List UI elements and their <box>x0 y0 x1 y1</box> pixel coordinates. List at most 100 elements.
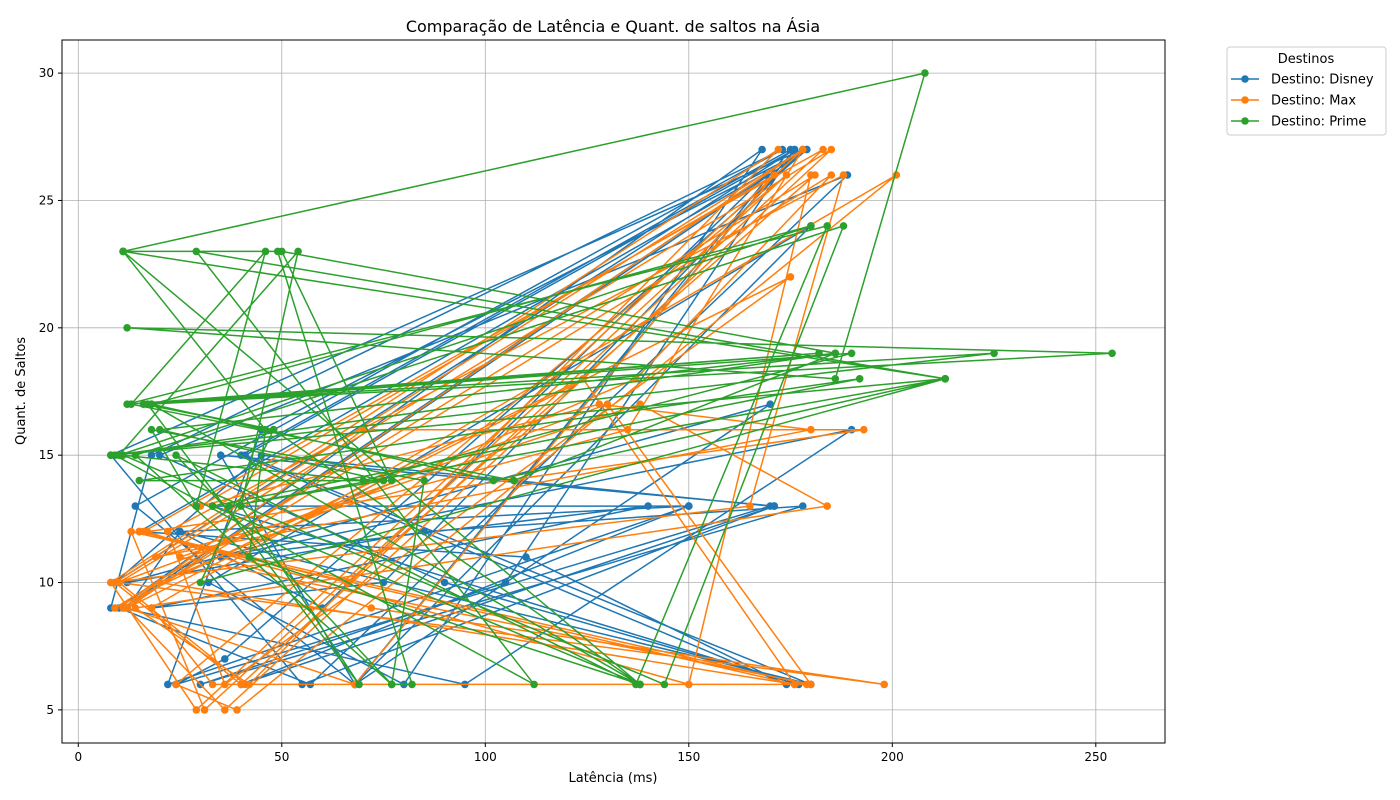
data-point <box>176 527 184 536</box>
data-point <box>644 502 652 510</box>
data-point <box>294 247 302 256</box>
data-point <box>119 247 127 256</box>
plot-frame <box>61 39 1166 744</box>
data-point <box>155 451 164 460</box>
y-tick-label: 10 <box>39 576 54 590</box>
data-point <box>823 222 831 230</box>
data-point <box>819 145 827 154</box>
data-point <box>172 451 180 460</box>
series-2 <box>107 69 1116 689</box>
data-point <box>660 680 669 689</box>
data-point <box>115 451 123 460</box>
data-point <box>208 502 217 510</box>
data-point <box>359 476 368 485</box>
data-point <box>147 451 156 460</box>
legend-entry: Destino: Prime <box>1271 115 1366 130</box>
data-point <box>766 400 774 409</box>
data-point <box>139 527 148 536</box>
data-point <box>147 425 156 434</box>
data-point <box>510 476 518 485</box>
data-point <box>387 476 396 485</box>
data-point <box>827 145 836 154</box>
data-point <box>111 604 119 612</box>
data-point <box>603 400 612 409</box>
data-point <box>176 553 184 561</box>
x-tick-label: 0 <box>74 750 82 764</box>
data-point <box>127 527 135 536</box>
y-tick-label: 20 <box>39 321 54 335</box>
legend-marker <box>1241 75 1249 83</box>
data-point <box>111 578 119 587</box>
data-point <box>990 349 998 358</box>
y-tick-label: 30 <box>39 66 54 80</box>
data-point <box>807 222 815 230</box>
data-point <box>522 553 530 561</box>
data-point <box>123 604 131 612</box>
x-tick-label: 50 <box>274 750 289 764</box>
data-point <box>1108 349 1116 358</box>
data-point <box>774 145 783 154</box>
plot-lines <box>107 69 1116 714</box>
data-point <box>225 502 233 510</box>
data-point <box>440 578 449 587</box>
data-point <box>278 247 286 256</box>
data-point <box>155 578 164 587</box>
data-point <box>131 502 140 510</box>
data-point <box>155 425 164 434</box>
data-point <box>815 349 823 358</box>
legend-entry: Destino: Disney <box>1271 73 1374 88</box>
data-point <box>941 375 949 383</box>
y-tick-label: 5 <box>46 703 54 717</box>
data-point <box>192 502 201 510</box>
data-point <box>237 502 245 510</box>
data-point <box>355 680 363 689</box>
data-point <box>200 706 209 714</box>
data-point <box>685 680 693 689</box>
data-point <box>758 145 766 154</box>
data-point <box>807 171 815 179</box>
data-point <box>770 502 779 510</box>
data-point <box>839 171 848 179</box>
data-point <box>623 425 632 434</box>
data-point <box>855 375 864 383</box>
data-point <box>839 222 848 230</box>
data-point <box>261 425 270 434</box>
data-point <box>387 680 396 689</box>
data-point <box>221 706 229 714</box>
data-point <box>420 476 429 485</box>
data-point <box>746 502 754 510</box>
data-point <box>831 375 840 383</box>
y-axis-label: Quant. de Saltos <box>14 337 29 445</box>
legend-title: Destinos <box>1278 52 1335 67</box>
data-point <box>770 171 779 179</box>
data-point <box>790 145 799 154</box>
data-point <box>164 680 172 689</box>
data-point <box>269 425 278 434</box>
data-point <box>782 171 791 179</box>
data-point <box>807 680 815 689</box>
legend-marker <box>1241 117 1249 125</box>
data-point <box>135 476 144 485</box>
data-point <box>123 400 131 409</box>
data-point <box>921 69 929 77</box>
data-point <box>799 145 807 154</box>
y-tick-label: 15 <box>39 448 54 462</box>
data-point <box>221 655 229 663</box>
data-point <box>164 527 172 536</box>
x-tick-label: 100 <box>474 750 497 764</box>
data-point <box>147 400 156 409</box>
data-point <box>237 680 245 689</box>
data-point <box>790 680 799 689</box>
data-point <box>123 324 131 332</box>
data-point <box>245 553 253 561</box>
data-point <box>807 425 815 434</box>
data-point <box>261 247 270 256</box>
data-point <box>530 680 538 689</box>
data-point <box>131 604 140 612</box>
legend-marker <box>1241 96 1249 104</box>
data-point <box>151 553 160 561</box>
data-point <box>131 451 140 460</box>
data-point <box>786 273 795 281</box>
